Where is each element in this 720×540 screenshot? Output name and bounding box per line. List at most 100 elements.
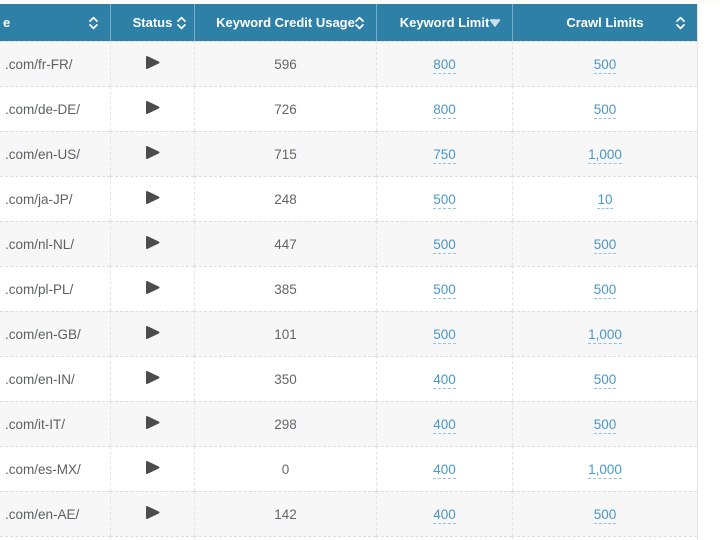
keyword-limit-cell: 500 xyxy=(376,176,512,221)
status-cell xyxy=(110,401,194,446)
keyword-limit-link[interactable]: 500 xyxy=(433,236,456,254)
keyword-credit-usage-cell: 726 xyxy=(194,86,376,131)
keyword-limit-link[interactable]: 750 xyxy=(433,146,456,164)
empty-cell xyxy=(512,536,697,540)
keyword-limit-cell: 500 xyxy=(376,311,512,356)
crawl-limit-link[interactable]: 500 xyxy=(593,281,617,299)
crawl-limit-cell: 500 xyxy=(512,491,697,536)
keyword-limit-link[interactable]: 400 xyxy=(433,416,456,434)
empty-cell xyxy=(376,536,512,540)
top-strip xyxy=(0,0,720,4)
table-row: .com/en-GB/101 500 1,000 xyxy=(0,311,697,356)
keyword-credit-usage-cell: 142 xyxy=(194,491,376,536)
crawl-limit-cell: 500 xyxy=(512,266,697,311)
keyword-credit-usage-cell: 101 xyxy=(194,311,376,356)
site-cell: .com/es-MX/ xyxy=(0,446,110,491)
keyword-limit-cell: 500 xyxy=(376,221,512,266)
table-row: .com/es-MX/0 400 1,000 xyxy=(0,446,697,491)
keyword-limit-cell: 400 xyxy=(376,491,512,536)
table-row-partial xyxy=(0,536,697,540)
play-icon[interactable] xyxy=(144,100,161,115)
keyword-limit-cell: 400 xyxy=(376,356,512,401)
keyword-limit-link[interactable]: 800 xyxy=(433,56,456,74)
crawl-limit-link[interactable]: 500 xyxy=(593,236,617,254)
status-cell xyxy=(110,311,194,356)
play-icon[interactable] xyxy=(144,325,161,340)
site-cell: .com/de-DE/ xyxy=(0,86,110,131)
play-icon[interactable] xyxy=(144,460,161,475)
keyword-limit-cell: 400 xyxy=(376,401,512,446)
site-cell: .com/fr-FR/ xyxy=(0,41,110,86)
play-icon[interactable] xyxy=(144,280,161,295)
keyword-limit-cell: 800 xyxy=(376,41,512,86)
keyword-credit-usage-cell: 0 xyxy=(194,446,376,491)
keyword-credit-usage-cell: 447 xyxy=(194,221,376,266)
play-icon[interactable] xyxy=(144,190,161,205)
status-cell xyxy=(110,86,194,131)
play-icon[interactable] xyxy=(144,235,161,250)
status-cell xyxy=(110,221,194,266)
crawl-limit-link[interactable]: 500 xyxy=(593,371,617,389)
crawl-limit-link[interactable]: 1,000 xyxy=(588,146,622,164)
crawl-limit-link[interactable]: 500 xyxy=(593,506,617,524)
crawl-limit-link[interactable]: 1,000 xyxy=(588,461,622,479)
column-header-keyword-credit-usage[interactable]: Keyword Credit Usage xyxy=(194,4,376,41)
crawl-limit-link[interactable]: 1,000 xyxy=(588,326,622,344)
play-icon[interactable] xyxy=(144,145,161,160)
sort-chevrons-icon[interactable] xyxy=(88,15,99,30)
keyword-limit-link[interactable]: 800 xyxy=(433,101,456,119)
sort-chevrons-icon[interactable] xyxy=(675,15,686,30)
sort-desc-triangle-icon[interactable] xyxy=(489,18,501,27)
empty-cell xyxy=(0,536,110,540)
crawl-limit-cell: 500 xyxy=(512,356,697,401)
table-row: .com/ja-JP/248 500 10 xyxy=(0,176,697,221)
column-header-crawl-limits[interactable]: Crawl Limits xyxy=(512,4,697,41)
column-header-keyword-limit[interactable]: Keyword Limit xyxy=(376,4,512,41)
crawl-limit-link[interactable]: 10 xyxy=(597,191,613,209)
keyword-credit-usage-cell: 248 xyxy=(194,176,376,221)
crawl-limit-cell: 500 xyxy=(512,221,697,266)
crawl-limit-cell: 10 xyxy=(512,176,697,221)
play-icon[interactable] xyxy=(144,415,161,430)
site-cell: .com/en-US/ xyxy=(0,131,110,176)
table-row: .com/it-IT/298 400 500 xyxy=(0,401,697,446)
status-cell xyxy=(110,446,194,491)
keyword-credit-usage-cell: 298 xyxy=(194,401,376,446)
keyword-limit-link[interactable]: 500 xyxy=(433,191,456,209)
keyword-credit-usage-cell: 715 xyxy=(194,131,376,176)
column-label-status: Status xyxy=(132,15,173,30)
column-header-status[interactable]: Status xyxy=(110,4,194,41)
empty-cell xyxy=(110,536,194,540)
play-icon[interactable] xyxy=(144,55,161,70)
crawl-limit-link[interactable]: 500 xyxy=(593,101,617,119)
status-cell xyxy=(110,356,194,401)
keyword-limit-link[interactable]: 400 xyxy=(433,506,456,524)
crawl-limit-cell: 500 xyxy=(512,401,697,446)
status-cell xyxy=(110,131,194,176)
crawl-limit-cell: 500 xyxy=(512,86,697,131)
status-cell xyxy=(110,491,194,536)
table-row: .com/nl-NL/447 500 500 xyxy=(0,221,697,266)
sort-chevrons-icon[interactable] xyxy=(354,15,365,30)
table-header: e Status Keyword Credit Usage Keyword Li… xyxy=(0,4,697,41)
site-cell: .com/ja-JP/ xyxy=(0,176,110,221)
play-icon[interactable] xyxy=(144,505,161,520)
play-icon[interactable] xyxy=(144,370,161,385)
keyword-limit-link[interactable]: 500 xyxy=(433,281,456,299)
keyword-limit-cell: 500 xyxy=(376,266,512,311)
crawl-limit-link[interactable]: 500 xyxy=(593,56,617,74)
crawl-limit-link[interactable]: 500 xyxy=(593,416,617,434)
keyword-credit-usage-cell: 385 xyxy=(194,266,376,311)
crawl-limit-cell: 1,000 xyxy=(512,311,697,356)
keyword-credit-usage-cell: 596 xyxy=(194,41,376,86)
keyword-limit-link[interactable]: 400 xyxy=(433,371,456,389)
table-row: .com/en-IN/350 400 500 xyxy=(0,356,697,401)
keyword-limit-link[interactable]: 400 xyxy=(433,461,456,479)
column-header-site[interactable]: e xyxy=(0,4,110,41)
sort-chevrons-icon[interactable] xyxy=(176,15,187,30)
column-label-keyword-limit: Keyword Limit xyxy=(399,15,490,30)
keyword-limit-link[interactable]: 500 xyxy=(433,326,456,344)
keyword-limit-cell: 400 xyxy=(376,446,512,491)
column-label-site: e xyxy=(3,15,11,30)
crawl-limit-cell: 500 xyxy=(512,41,697,86)
